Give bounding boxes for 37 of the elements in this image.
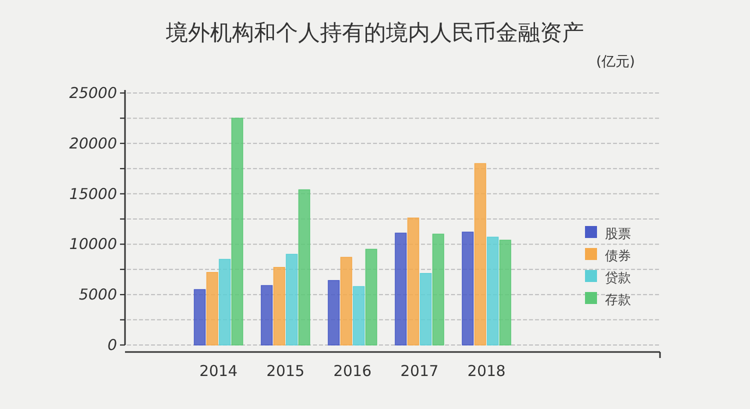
legend-label: 贷款 (605, 271, 631, 286)
bar (394, 232, 407, 346)
bar (328, 280, 340, 346)
bar (486, 236, 499, 346)
bar (340, 256, 352, 346)
bar (260, 285, 273, 346)
text: (亿元) (596, 54, 635, 70)
bar (407, 218, 420, 346)
x-tick-label: 2018 (467, 362, 506, 380)
legend-label: 存款 (605, 293, 631, 308)
y-tick-label: 5000 (78, 286, 117, 304)
bar (432, 234, 444, 346)
x-tick-label: 2015 (266, 362, 305, 380)
legend-label: 股票 (605, 227, 631, 242)
bar (286, 254, 298, 346)
bar (420, 273, 432, 346)
bar (474, 163, 486, 346)
y-tick-label: 25000 (69, 84, 117, 102)
y-tick-label: 15000 (69, 184, 117, 203)
y-tick-label: 10000 (69, 235, 117, 254)
chart-title: 境外机构和个人持有的境内人民币金融资产 (165, 21, 584, 46)
bar (365, 248, 378, 346)
y-tick-label: 0 (107, 336, 117, 354)
x-tick-label: 2017 (400, 362, 439, 380)
bar (352, 286, 365, 346)
y-tick-label: 20000 (69, 134, 117, 152)
bar (231, 118, 244, 346)
bar (499, 240, 512, 346)
bar (206, 272, 218, 346)
bar (462, 232, 474, 346)
bar (194, 289, 206, 346)
x-tick-label: 2014 (199, 362, 238, 380)
bar (273, 266, 286, 346)
legend-label: 债券 (605, 249, 631, 264)
bar (298, 189, 310, 346)
bar (218, 258, 231, 346)
x-tick-label: 2016 (333, 362, 372, 380)
